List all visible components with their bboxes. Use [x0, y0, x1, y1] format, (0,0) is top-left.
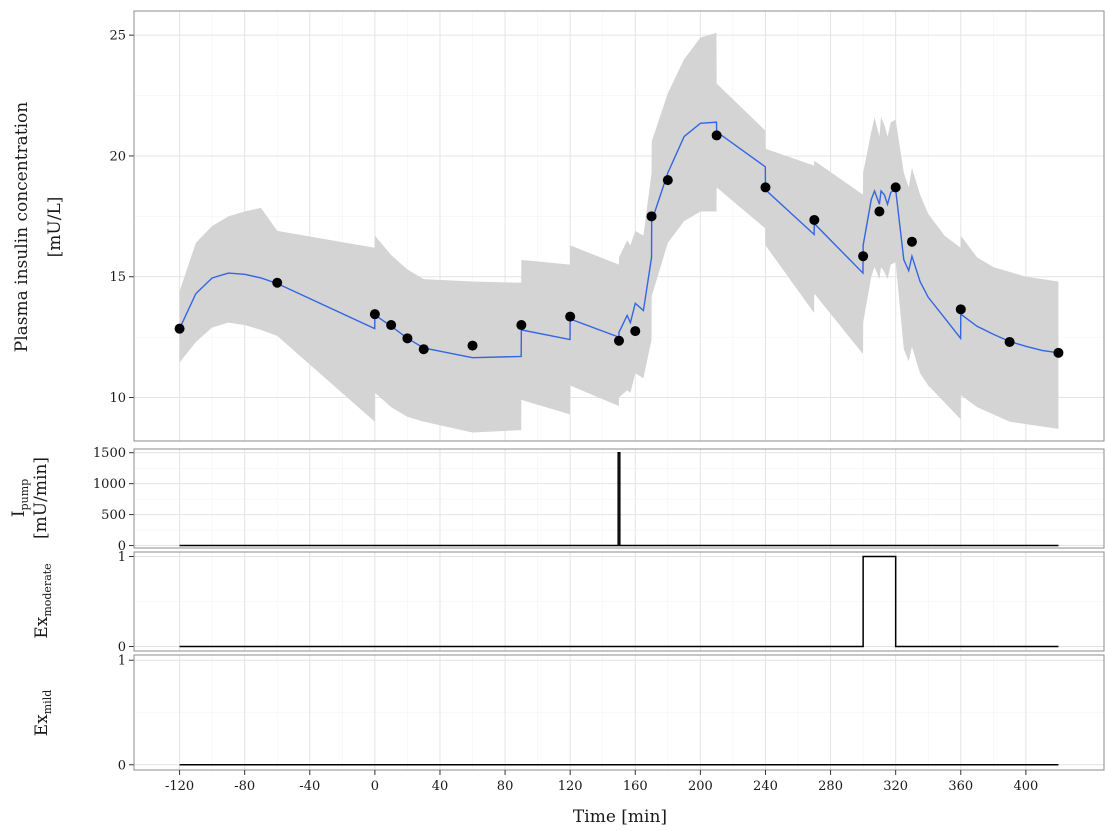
x-tick-label: 240: [753, 779, 778, 794]
exmoderate-ylabel-main: Ex: [32, 616, 52, 638]
observed-point: [402, 333, 412, 343]
x-tick-label: 160: [623, 779, 648, 794]
insulin-y-tick-label: 15: [109, 270, 126, 285]
exmild-y-tick-label: 0: [118, 758, 126, 773]
observed-point: [516, 320, 526, 330]
ipump-y-tick-label: 1500: [93, 446, 126, 461]
observed-point: [272, 278, 282, 288]
x-tick-label: -80: [234, 779, 255, 794]
exmoderate-panel: 01: [118, 550, 1104, 655]
x-tick-label: -120: [165, 779, 194, 794]
exmild-y-tick-label: 1: [118, 654, 126, 669]
insulin-y-tick-label: 20: [109, 149, 126, 164]
ipump-y-tick-label: 1000: [93, 477, 126, 492]
x-tick-label: 400: [1013, 779, 1038, 794]
y-axis-titles: Plasma insulin concentration [mU/L] Ipum…: [9, 102, 65, 737]
x-axis: -120 -80 -40 0 40 80 120 160 200 240 280 320 360 400: [165, 770, 1038, 794]
exmoderate-ylabel: Exmoderate: [32, 563, 54, 638]
insulin-y-tick-label: 10: [109, 391, 126, 406]
ipump-ylabel-sub: pump: [18, 479, 31, 511]
insulin-ylabel-line2: [mU/L]: [45, 197, 65, 258]
observed-point: [1053, 348, 1063, 358]
observed-point: [858, 251, 868, 261]
exmoderate-y-tick-label: 1: [118, 550, 126, 565]
x-tick-label: 40: [432, 779, 449, 794]
x-tick-label: 200: [688, 779, 713, 794]
observed-point: [565, 312, 575, 322]
observed-point: [907, 237, 917, 247]
x-tick-label: -40: [299, 779, 320, 794]
insulin-panel: 10 15 20 25: [109, 11, 1104, 441]
x-tick-label: 320: [883, 779, 908, 794]
ipump-panel-background: [134, 449, 1104, 548]
observed-point: [370, 309, 380, 319]
x-tick-label: 0: [371, 779, 379, 794]
x-axis-title: Time [min]: [573, 807, 667, 827]
ipump-ylabel-line1: Ipump: [9, 479, 31, 517]
x-tick-label: 280: [818, 779, 843, 794]
observed-point: [712, 130, 722, 140]
observed-point: [419, 344, 429, 354]
ipump-y-tick-label: 500: [101, 508, 126, 523]
exmild-panel: 01: [118, 654, 1104, 774]
observed-point: [468, 341, 478, 351]
exmoderate-ylabel-sub: moderate: [41, 563, 54, 616]
observed-point: [891, 182, 901, 192]
observed-point: [386, 320, 396, 330]
observed-point: [956, 304, 966, 314]
insulin-y-tick-label: 25: [109, 29, 126, 44]
x-tick-label: 120: [558, 779, 583, 794]
observed-point: [760, 182, 770, 192]
observed-point: [647, 211, 657, 221]
ipump-ylabel-main: I: [9, 510, 29, 517]
observed-point: [614, 336, 624, 346]
observed-point: [175, 324, 185, 334]
observed-point: [663, 175, 673, 185]
observed-point: [1005, 337, 1015, 347]
exmild-ylabel-sub: mild: [41, 690, 54, 715]
exmild-ylabel: Exmild: [32, 690, 54, 737]
observed-point: [809, 215, 819, 225]
ipump-ylabel-line2: [mU/min]: [31, 457, 51, 539]
x-tick-label: 360: [948, 779, 973, 794]
insulin-ylabel-line1: Plasma insulin concentration: [12, 102, 32, 353]
observed-point: [874, 207, 884, 217]
observed-point: [630, 326, 640, 336]
exmild-ylabel-main: Ex: [32, 714, 52, 736]
x-tick-label: 80: [497, 779, 514, 794]
